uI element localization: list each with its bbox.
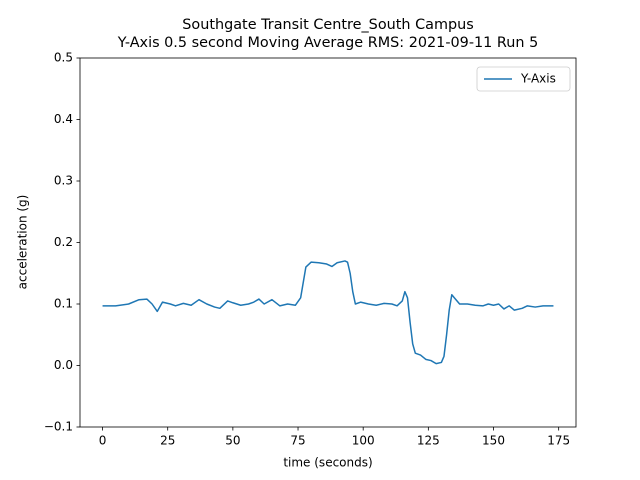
- y-tick-label: −0.1: [44, 420, 73, 434]
- legend-label: Y-Axis: [520, 72, 556, 86]
- x-tick-label: 50: [225, 434, 240, 448]
- chart-title: Southgate Transit Centre_South Campus: [182, 17, 473, 33]
- x-tick-label: 0: [99, 434, 107, 448]
- x-axis-label: time (seconds): [283, 456, 372, 470]
- x-tick-label: 25: [160, 434, 175, 448]
- y-tick-label: 0.1: [54, 297, 73, 311]
- y-tick-label: 0.4: [54, 112, 73, 126]
- y-tick-label: 0.0: [54, 358, 73, 372]
- legend-box: [476, 66, 571, 92]
- y-tick-label: 0.3: [54, 174, 73, 188]
- x-tick-label: 100: [352, 434, 375, 448]
- x-tick-label: 175: [547, 434, 570, 448]
- x-tick-label: 150: [482, 434, 505, 448]
- chart-subtitle: Y-Axis 0.5 second Moving Average RMS: 20…: [117, 35, 538, 51]
- x-tick-label: 125: [417, 434, 440, 448]
- x-tick-label: 75: [290, 434, 305, 448]
- axes-frame: [79, 57, 577, 428]
- y-axis-label: acceleration (g): [16, 195, 30, 290]
- y-tick-label: 0.2: [54, 235, 73, 249]
- y-tick-label: 0.5: [54, 51, 73, 65]
- data-line: [102, 260, 554, 365]
